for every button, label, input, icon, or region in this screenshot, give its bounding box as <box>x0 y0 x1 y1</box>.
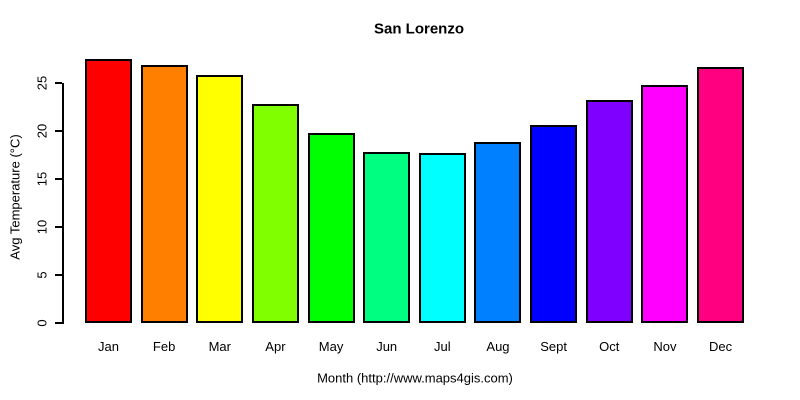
bar-dec <box>697 66 745 323</box>
y-tick-label: 5 <box>34 271 50 279</box>
y-tick-mark <box>55 130 62 132</box>
x-tick-label-dec: Dec <box>708 339 733 354</box>
x-tick-label-oct: Oct <box>599 339 620 354</box>
bar-jul <box>418 153 466 323</box>
bar-aug <box>474 141 522 323</box>
x-tick-label-may: May <box>318 339 344 354</box>
y-tick-label: 15 <box>34 171 50 187</box>
bar-apr <box>251 104 299 323</box>
y-tick-mark <box>55 274 62 276</box>
y-tick-mark <box>55 322 62 324</box>
x-tick-label-jan: Jan <box>98 339 119 354</box>
x-tick-label-feb: Feb <box>152 339 176 354</box>
y-tick-label: 25 <box>34 75 50 91</box>
x-tick-label-jul: Jul <box>434 339 451 354</box>
bar-may <box>307 132 355 323</box>
x-tick-label-jun: Jun <box>376 339 398 354</box>
y-tick-mark <box>55 178 62 180</box>
y-tick-label: 10 <box>34 219 50 235</box>
x-tick-label-sept: Sept <box>540 339 567 354</box>
x-tick-label-aug: Aug <box>486 339 510 354</box>
bar-mar <box>196 75 244 323</box>
x-tick-label-nov: Nov <box>653 339 677 354</box>
bar-jun <box>363 152 411 323</box>
bar-oct <box>585 100 633 323</box>
bar-jan <box>85 59 132 323</box>
y-tick-mark <box>55 226 62 228</box>
y-tick-label: 20 <box>34 123 50 139</box>
chart-title: San Lorenzo <box>373 20 465 38</box>
y-tick-label: 0 <box>34 319 50 327</box>
x-tick-label-mar: Mar <box>208 339 231 354</box>
y-axis-line <box>62 83 64 324</box>
bar-feb <box>140 64 188 323</box>
bar-nov <box>641 84 689 323</box>
x-tick-label-apr: Apr <box>265 339 286 354</box>
x-axis-title: Month (http://www.maps4gis.com) <box>317 370 513 386</box>
y-tick-mark <box>55 82 62 84</box>
bar-sept <box>530 125 578 323</box>
